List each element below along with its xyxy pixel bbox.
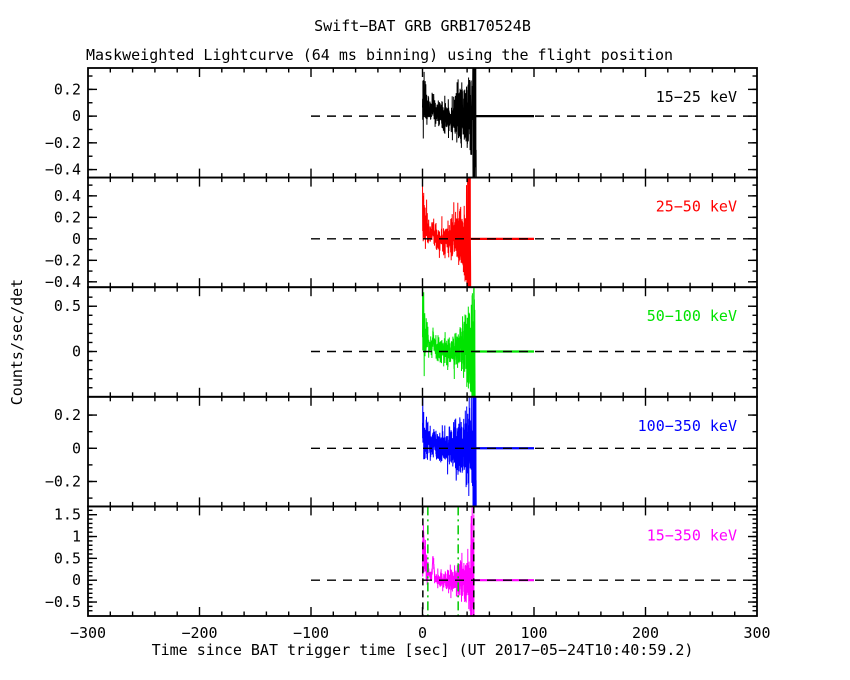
y-tick-label: 1.5: [54, 506, 81, 524]
lightcurve-trace: [422, 506, 475, 616]
energy-band-label: 15−25 keV: [656, 88, 737, 106]
y-tick-label: 0.2: [54, 208, 81, 226]
y-tick-label: 0.5: [54, 549, 81, 567]
lightcurve-trace: [422, 68, 477, 178]
y-tick-label: 0: [72, 571, 81, 589]
energy-band-label: 15−350 keV: [647, 526, 737, 544]
energy-band-label: 50−100 keV: [647, 307, 737, 325]
y-tick-label: −0.4: [45, 273, 81, 291]
y-tick-label: −0.4: [45, 161, 81, 179]
x-tick-label: −300: [70, 624, 106, 642]
y-tick-label: 0: [72, 107, 81, 125]
y-tick-label: 0.2: [54, 80, 81, 98]
y-tick-label: 0: [72, 439, 81, 457]
y-tick-label: 1: [72, 528, 81, 546]
panel-50-100-kev: 0.5 0 50−100 keV: [54, 286, 758, 398]
x-tick-label: −200: [181, 624, 217, 642]
x-tick-label: 300: [743, 624, 770, 642]
y-tick-label: −0.5: [45, 593, 81, 611]
lightcurve-trace: [422, 287, 476, 397]
panel-15-25-kev: 0.2 0 −0.2 −0.4 15−25 keV: [45, 67, 758, 179]
y-tick-label: 0: [72, 230, 81, 248]
x-axis-label: Time since BAT trigger time [sec] (UT 20…: [151, 641, 694, 659]
y-tick-label: 0.4: [54, 187, 81, 205]
y-tick-label: 0: [72, 343, 81, 361]
x-tick-label: −100: [293, 624, 329, 642]
y-tick-label: −0.2: [45, 472, 81, 490]
lightcurve-trace: [422, 177, 472, 288]
y-axis-label: Counts/sec/det: [8, 278, 26, 406]
y-tick-label: −0.2: [45, 251, 81, 269]
panel-15-350-kev: 1.5 1 0.5 0 −0.5 15−350 keV: [45, 505, 758, 617]
panel-25-50-kev: 0.4 0.2 0 −0.2 −0.4 25−50 keV: [45, 176, 758, 291]
y-tick-label: −0.2: [45, 134, 81, 152]
plot-subtitle: Maskweighted Lightcurve (64 ms binning) …: [86, 46, 673, 64]
energy-band-label: 100−350 keV: [638, 417, 737, 435]
plot-title: Swift−BAT GRB GRB170524B: [314, 17, 531, 35]
x-tick-label: 0: [418, 624, 427, 642]
x-tick-label: 100: [520, 624, 547, 642]
y-tick-label: 0.5: [54, 297, 81, 315]
x-tick-label: 200: [632, 624, 659, 642]
lightcurve-trace: [422, 396, 477, 507]
y-tick-label: 0.2: [54, 406, 81, 424]
panel-100-350-kev: 0.2 0 −0.2 100−350 keV: [45, 395, 758, 508]
energy-band-label: 25−50 keV: [656, 198, 737, 216]
